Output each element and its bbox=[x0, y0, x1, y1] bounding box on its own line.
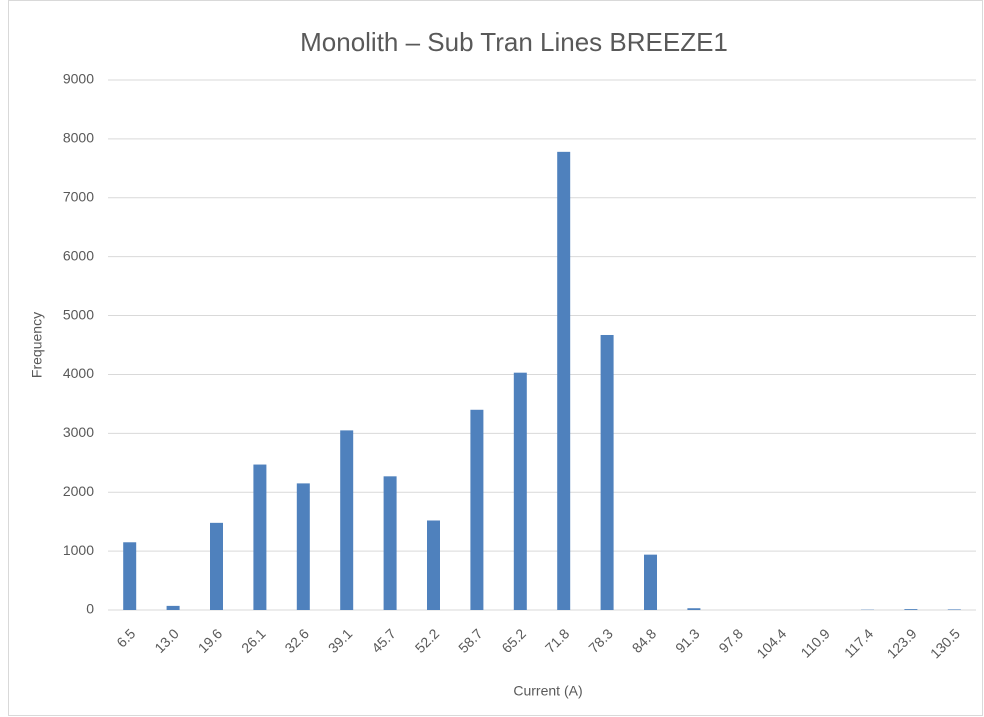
y-tick-label: 2000 bbox=[63, 483, 94, 499]
y-tick-label: 9000 bbox=[63, 71, 94, 87]
y-axis-label: Frequency bbox=[29, 312, 45, 378]
bar bbox=[166, 605, 180, 610]
bar bbox=[383, 476, 397, 610]
y-tick-label: 0 bbox=[86, 601, 94, 617]
bar bbox=[210, 522, 223, 610]
chart-border bbox=[8, 0, 983, 716]
y-tick-label: 5000 bbox=[63, 306, 94, 322]
bar bbox=[947, 609, 961, 610]
bar bbox=[687, 608, 701, 610]
y-tick-label: 6000 bbox=[63, 247, 94, 263]
bar bbox=[644, 554, 657, 610]
y-tick-label: 4000 bbox=[63, 365, 94, 381]
y-tick-label: 8000 bbox=[63, 130, 94, 146]
bar bbox=[600, 334, 614, 610]
chart-title: Monolith – Sub Tran Lines BREEZE1 bbox=[300, 27, 728, 57]
y-tick-label: 7000 bbox=[63, 188, 94, 204]
bar bbox=[340, 430, 354, 610]
bar bbox=[296, 483, 310, 610]
bar bbox=[427, 520, 440, 610]
bar bbox=[557, 151, 571, 610]
bar bbox=[904, 609, 918, 610]
bar bbox=[513, 372, 527, 610]
bar bbox=[470, 409, 484, 610]
bar bbox=[253, 464, 267, 610]
x-axis-label: Current (A) bbox=[513, 683, 582, 699]
y-tick-label: 3000 bbox=[63, 424, 94, 440]
y-tick-label: 1000 bbox=[63, 542, 94, 558]
bar bbox=[123, 542, 137, 610]
